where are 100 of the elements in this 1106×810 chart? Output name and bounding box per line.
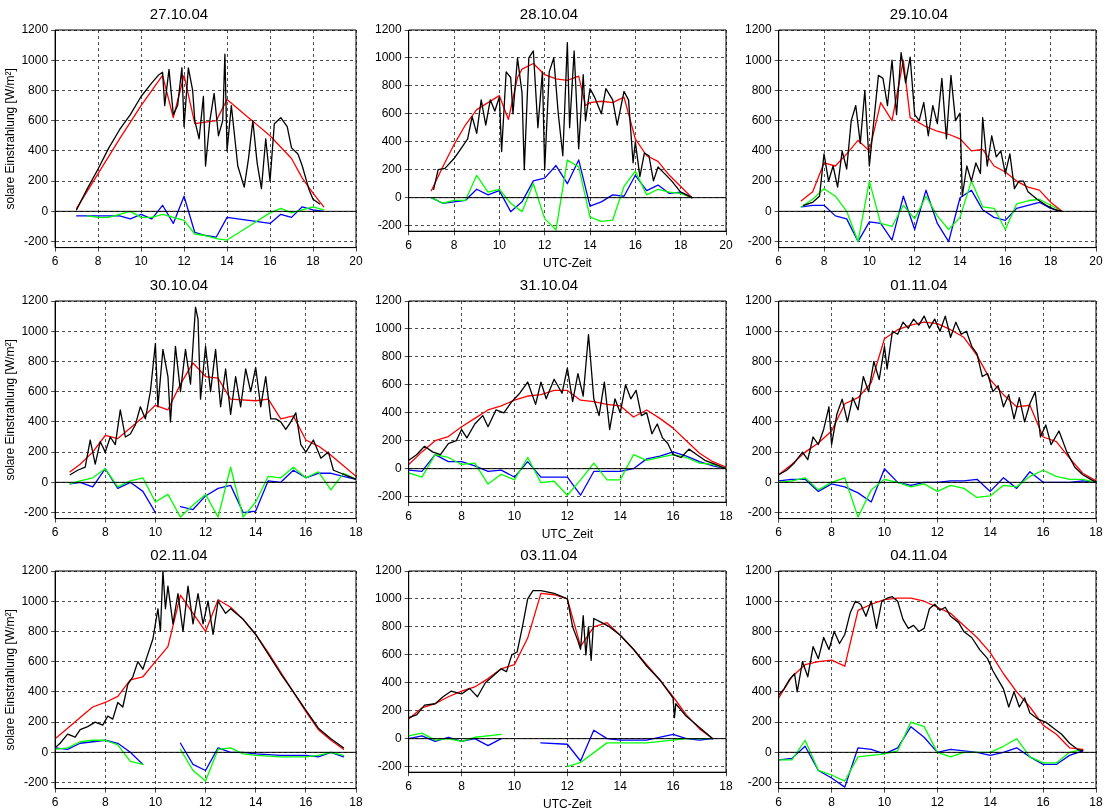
y-tick-label: 0 <box>41 744 49 759</box>
y-tick-label: 800 <box>381 348 403 363</box>
y-tick-label: -200 <box>747 504 773 519</box>
x-tick-label: 18 <box>673 237 688 252</box>
x-tick-label: 14 <box>249 795 263 810</box>
y-tick-label: 400 <box>381 134 403 149</box>
x-tick-label: 18 <box>719 779 733 794</box>
y-tick-label: 400 <box>381 675 403 690</box>
y-tick-label: 0 <box>41 474 49 489</box>
y-tick-label: 400 <box>28 143 49 158</box>
x-tick-label: 18 <box>1043 254 1058 269</box>
x-tick-label: 10 <box>134 254 149 269</box>
x-tick-label: 14 <box>983 524 998 539</box>
y-tick-label: 1200 <box>21 292 49 307</box>
x-tick-label: 14 <box>249 524 263 539</box>
y-axis-title: solare Einstrahlung [W/m²] <box>2 609 17 751</box>
x-tick-label: 6 <box>775 254 783 269</box>
y-tick-label: 0 <box>765 474 773 489</box>
y-tick-label: 1200 <box>744 22 773 37</box>
x-tick-label: 20 <box>1089 254 1103 269</box>
y-tick-label: 600 <box>381 106 403 121</box>
x-tick-label: 8 <box>101 795 109 810</box>
x-tick-label: 6 <box>775 524 783 539</box>
x-tick-label: 8 <box>828 795 836 810</box>
y-tick-label: 800 <box>751 353 773 368</box>
chart-title: 03.11.04 <box>520 546 578 564</box>
x-tick-label: 12 <box>930 524 945 539</box>
x-tick-label: 6 <box>775 795 783 810</box>
y-tick-label: 400 <box>751 143 773 158</box>
y-tick-label: 200 <box>751 444 773 459</box>
x-tick-label: 16 <box>998 254 1013 269</box>
y-tick-label: -200 <box>747 775 773 790</box>
x-tick-label: 18 <box>1089 524 1103 539</box>
y-tick-label: 200 <box>28 444 49 459</box>
x-tick-label: 10 <box>507 779 522 794</box>
y-tick-label: 0 <box>395 731 403 746</box>
chart-title: 31.10.04 <box>519 275 579 293</box>
x-tick-label: 12 <box>908 254 922 269</box>
x-tick-label: 10 <box>877 524 892 539</box>
x-tick-label: 10 <box>148 524 163 539</box>
x-tick-label: 16 <box>666 508 681 523</box>
y-tick-label: 0 <box>395 460 403 475</box>
x-tick-label: 18 <box>306 254 321 269</box>
y-tick-label: 800 <box>28 353 49 368</box>
y-tick-label: 800 <box>381 78 403 93</box>
x-tick-label: 6 <box>405 779 413 794</box>
y-tick-label: 600 <box>28 383 49 398</box>
y-tick-label: 200 <box>381 162 403 177</box>
x-tick-label: 18 <box>349 795 363 810</box>
x-tick-label: 18 <box>719 508 733 523</box>
y-axis-title: solare Einstrahlung [W/m²] <box>2 338 17 481</box>
x-tick-label: 12 <box>198 524 213 539</box>
y-tick-label: 1000 <box>744 52 773 67</box>
x-tick-label: 18 <box>349 524 363 539</box>
y-tick-label: 0 <box>395 189 403 204</box>
y-tick-label: 200 <box>28 714 49 729</box>
x-tick-label: 16 <box>1036 524 1051 539</box>
x-tick-label: 18 <box>1089 795 1103 810</box>
x-tick-label: 8 <box>458 779 466 794</box>
x-tick-label: 12 <box>538 237 552 252</box>
chart-title: 27.10.04 <box>149 5 209 23</box>
x-tick-label: 10 <box>492 237 507 252</box>
y-tick-label: 400 <box>28 413 49 428</box>
y-tick-label: 800 <box>381 619 403 634</box>
x-tick-label: 10 <box>862 254 877 269</box>
y-tick-label: 1200 <box>744 563 773 578</box>
y-tick-label: -200 <box>377 217 403 232</box>
y-tick-label: 800 <box>751 624 773 639</box>
y-tick-label: -200 <box>24 233 49 248</box>
y-tick-label: 200 <box>28 173 49 188</box>
y-tick-label: 1000 <box>21 593 49 608</box>
x-tick-label: 10 <box>507 508 522 523</box>
y-tick-label: 600 <box>28 112 49 127</box>
y-tick-label: 1000 <box>21 52 49 67</box>
y-tick-label: 1000 <box>374 50 403 65</box>
y-tick-label: 600 <box>381 647 403 662</box>
y-axis-title: solare Einstrahlung [W/m²] <box>2 68 17 210</box>
x-axis-title: UTC_Zeit <box>541 526 594 541</box>
y-tick-label: 1200 <box>374 22 403 37</box>
y-tick-label: 1200 <box>374 292 403 307</box>
x-tick-label: 8 <box>828 524 836 539</box>
y-tick-label: 400 <box>381 404 403 419</box>
x-tick-label: 14 <box>953 254 968 269</box>
chart-title: 28.10.04 <box>519 5 579 23</box>
x-tick-label: 14 <box>613 508 628 523</box>
x-tick-label: 6 <box>51 795 59 810</box>
y-tick-label: 1200 <box>21 22 49 37</box>
y-tick-label: -200 <box>24 775 49 790</box>
x-tick-label: 16 <box>263 254 278 269</box>
x-tick-label: 8 <box>458 508 466 523</box>
x-tick-label: 14 <box>983 795 998 810</box>
chart-title: 30.10.04 <box>149 275 209 293</box>
y-tick-label: 200 <box>751 173 773 188</box>
y-tick-label: 600 <box>381 376 403 391</box>
y-tick-label: 0 <box>41 203 49 218</box>
x-tick-label: 16 <box>299 524 313 539</box>
x-tick-label: 12 <box>560 508 575 523</box>
x-tick-label: 14 <box>220 254 235 269</box>
y-tick-label: 400 <box>751 413 773 428</box>
y-tick-label: 200 <box>381 432 403 447</box>
